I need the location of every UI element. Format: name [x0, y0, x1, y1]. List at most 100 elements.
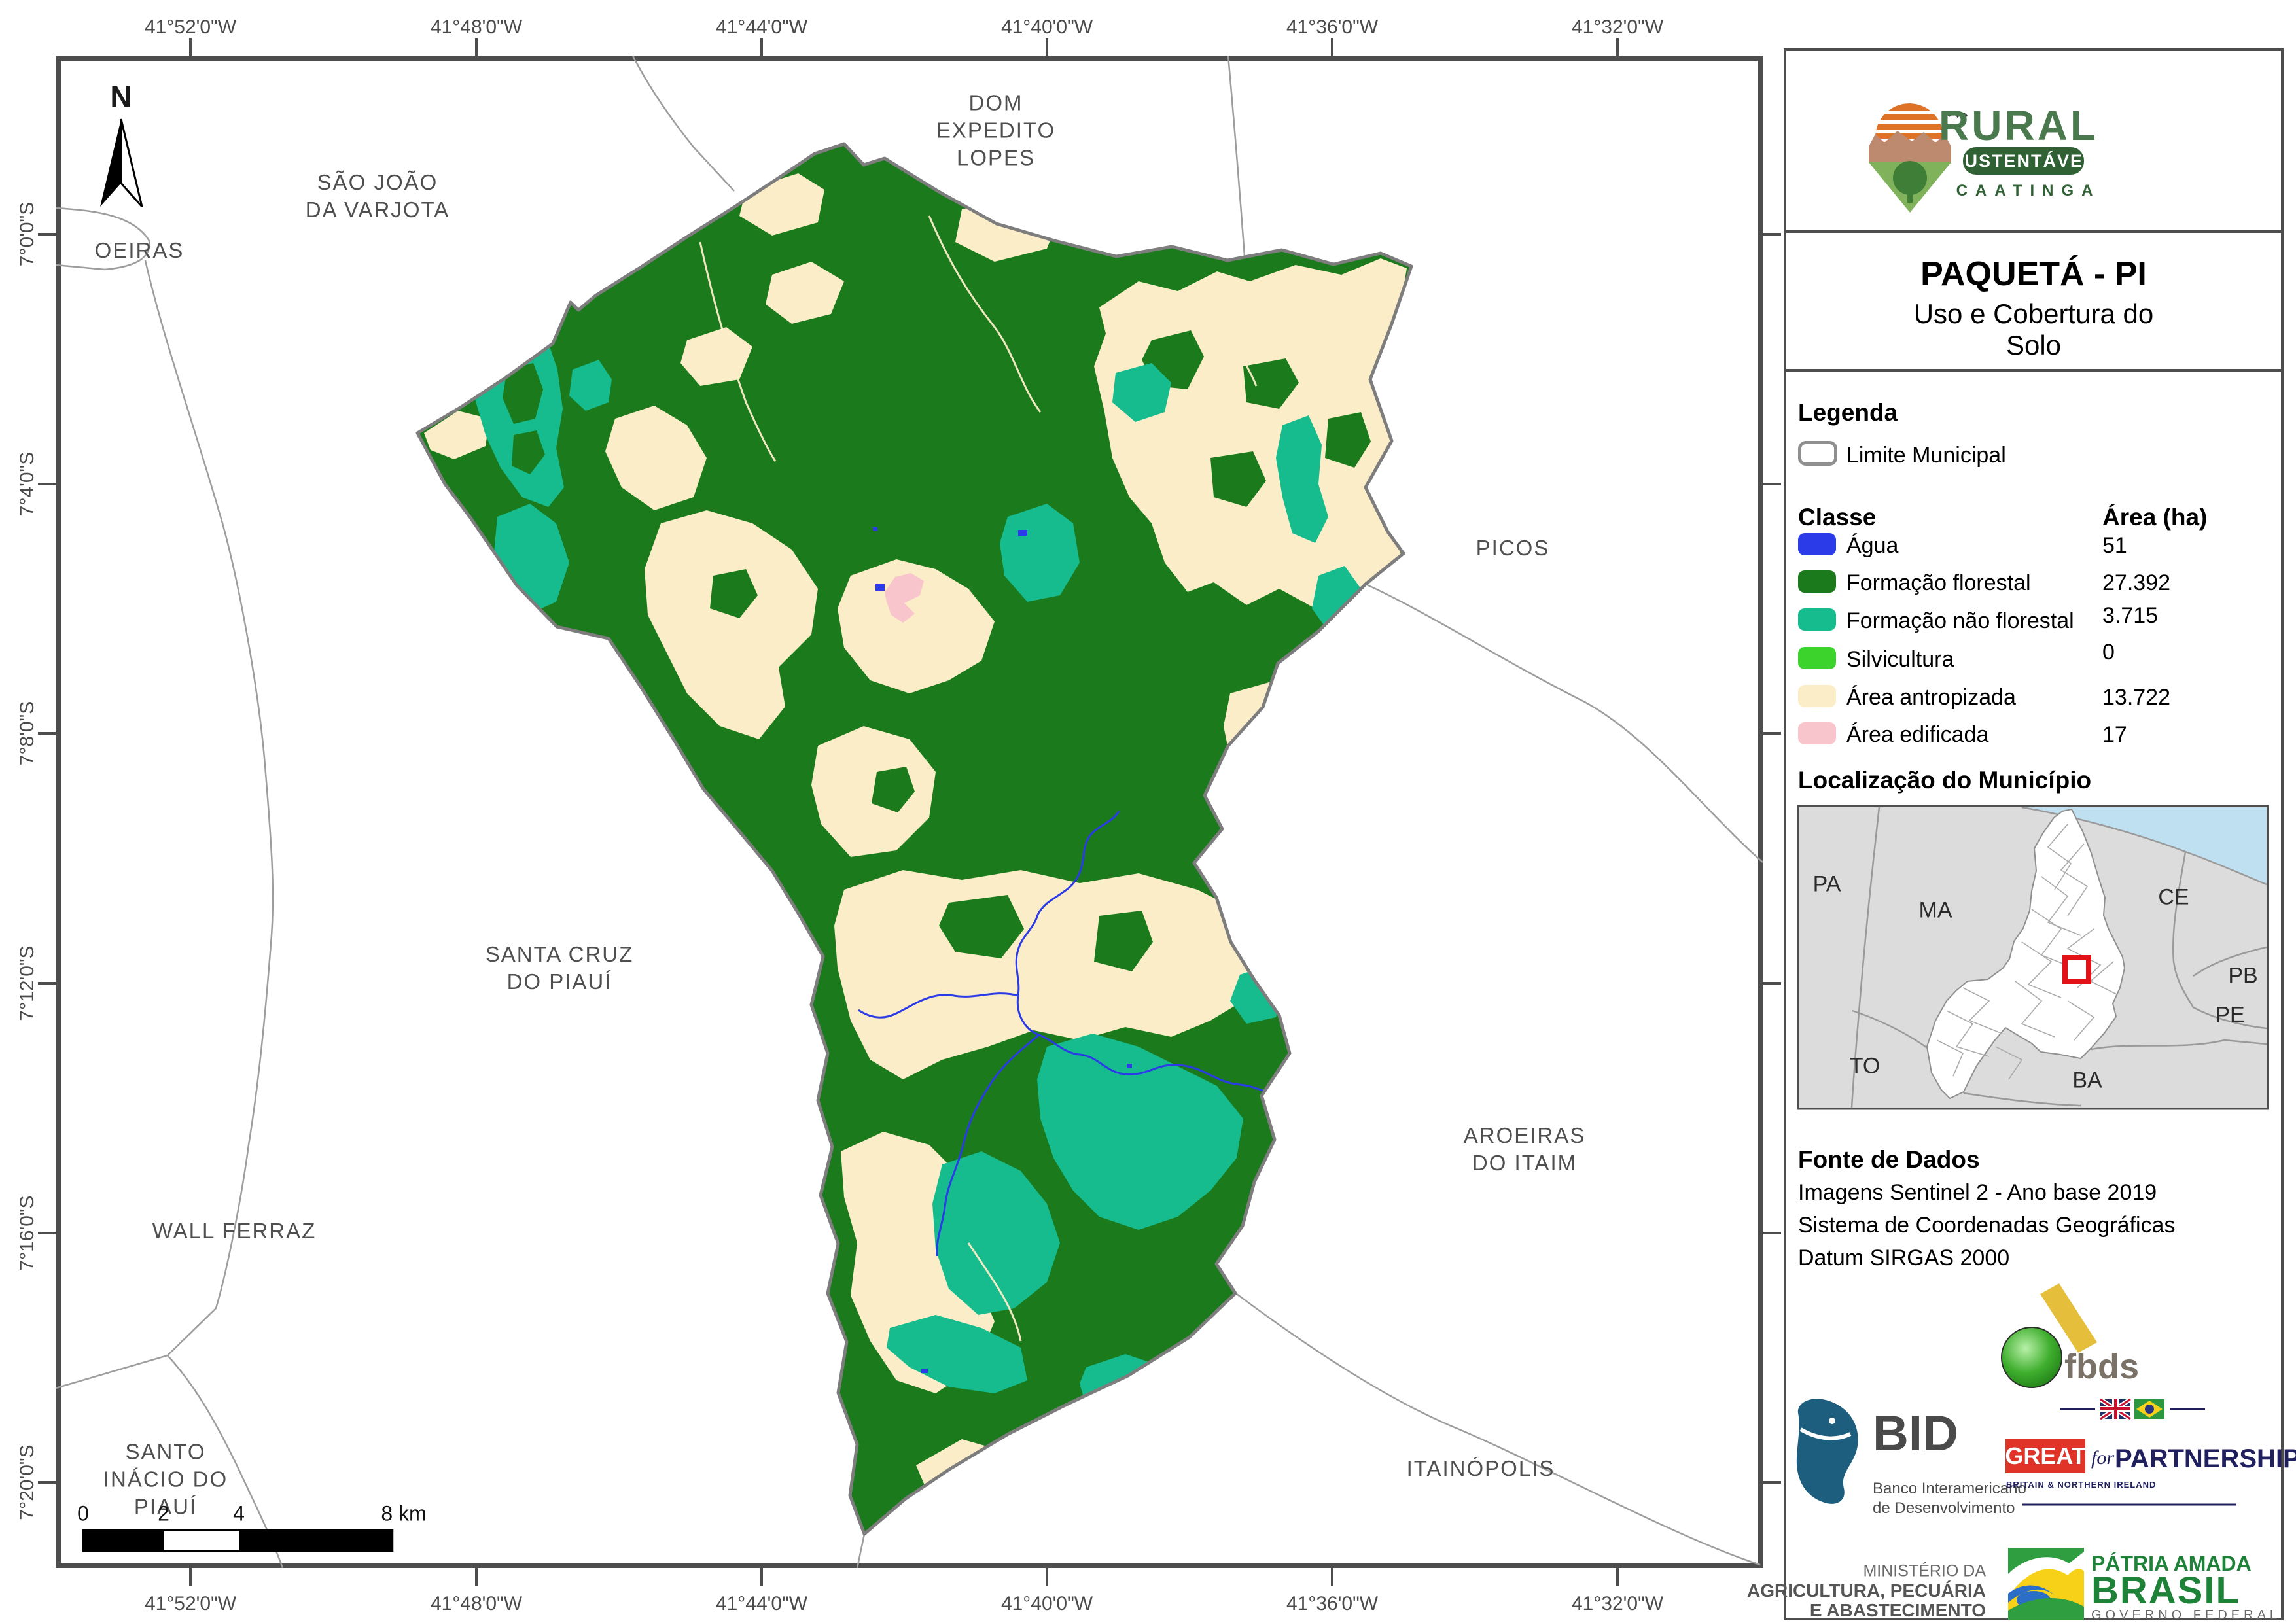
- great-for-label: for: [2091, 1447, 2115, 1469]
- label-aroeiras: AROEIRAS DO ITAIM: [1463, 1123, 1586, 1175]
- legend-swatch-limite: [1798, 441, 1837, 466]
- state-ma: MA: [1918, 898, 1952, 923]
- bid-sub-2: de Desenvolvimento: [1873, 1499, 2015, 1517]
- source-line-1: Imagens Sentinel 2 - Ano base 2019: [1798, 1180, 2157, 1205]
- bid-label: BID: [1873, 1406, 1958, 1461]
- logo-sustentavel-text: SUSTENTÁVEL: [1951, 150, 2096, 171]
- source-line-2: Sistema de Coordenadas Geográficas: [1798, 1213, 2176, 1238]
- legend-heading: Legenda: [1798, 399, 1898, 426]
- legend-area-nao-florestal: 3.715: [2102, 603, 2159, 628]
- ministry-line-1: MINISTÉRIO DA: [1863, 1562, 1986, 1580]
- municipal-boundary: [415, 142, 1413, 1536]
- coord-left-5: 7°16'0"S: [16, 1195, 38, 1271]
- legend-label-edificada: Área edificada: [1846, 722, 1989, 747]
- page-subtitle: Uso e Cobertura do Solo: [1913, 298, 2154, 360]
- coord-top-1: 41°52'0"W: [144, 16, 237, 38]
- great-label: GREAT: [2005, 1442, 2086, 1469]
- scale-8km: 8 km: [381, 1501, 427, 1526]
- scale-0: 0: [77, 1501, 89, 1526]
- legend-col-area: Área (ha): [2102, 504, 2208, 531]
- legend-label-silvicultura: Silvicultura: [1846, 647, 1954, 672]
- bid-logo-icon: [1796, 1399, 1858, 1504]
- state-pe: PE: [2215, 1002, 2245, 1028]
- ministry-line-2: AGRICULTURA, PECUÁRIA: [1746, 1580, 1986, 1601]
- north-arrow-icon: [100, 118, 143, 207]
- label-oeiras: OEIRAS: [94, 237, 185, 262]
- coord-bottom-5: 41°36'0"W: [1286, 1593, 1379, 1614]
- legend-area-edificada: 17: [2102, 722, 2127, 747]
- municipality-landuse: [417, 144, 1411, 1534]
- coord-left-3: 7°8'0"S: [16, 701, 38, 766]
- legend-label-antropizada: Área antropizada: [1846, 685, 2016, 710]
- label-picos: PICOS: [1475, 535, 1550, 560]
- legend-swatch-antropizada: [1798, 685, 1836, 707]
- brazil-flag-icon: [2134, 1399, 2164, 1419]
- fbds-logo-icon: [2001, 1283, 2097, 1388]
- uk-flag-icon: [2099, 1397, 2132, 1421]
- label-wall-ferraz: WALL FERRAZ: [152, 1218, 317, 1243]
- sidebar-divider-1: [1784, 230, 2284, 233]
- north-label: N: [110, 80, 132, 114]
- legend-col-classe: Classe: [1798, 504, 1877, 531]
- coord-left-1: 7°0'0"S: [16, 201, 38, 267]
- rural-caatinga-logo-icon: [1869, 103, 1968, 213]
- legend-limite-label: Limite Municipal: [1846, 443, 2006, 468]
- state-to: TO: [1849, 1053, 1881, 1079]
- coord-top-4: 41°40'0"W: [1000, 16, 1093, 38]
- label-dom-expedito: DOM EXPEDITO LOPES: [936, 90, 1056, 171]
- legend-label-florestal: Formação florestal: [1846, 570, 2031, 595]
- legend-swatch-florestal: [1798, 570, 1836, 593]
- state-ce: CE: [2158, 884, 2189, 910]
- legend-swatch-nao-florestal: [1798, 608, 1836, 631]
- coord-bottom-1: 41°52'0"W: [144, 1593, 237, 1614]
- scale-2: 2: [158, 1501, 169, 1526]
- legend-swatch-edificada: [1798, 722, 1836, 744]
- coord-bottom-4: 41°40'0"W: [1000, 1593, 1093, 1614]
- label-itainopolis: ITAINÓPOLIS: [1406, 1456, 1555, 1480]
- coord-top-3: 41°44'0"W: [715, 16, 808, 38]
- logo-sustentavel: SUSTENTÁVEL: [1951, 147, 2094, 175]
- fbds-label: fbds: [2064, 1347, 2139, 1386]
- brasil-gov-logo-icon: [2008, 1548, 2084, 1620]
- legend-swatch-agua: [1798, 533, 1836, 555]
- label-santo-inacio: SANTO INÁCIO DO PIAUÍ: [103, 1439, 228, 1520]
- ministry-line-3: E ABASTECIMENTO: [1809, 1600, 1986, 1620]
- legend-area-florestal: 27.392: [2102, 570, 2170, 595]
- state-pb: PB: [2228, 963, 2258, 988]
- sidebar-divider-2: [1784, 369, 2284, 372]
- coord-left-2: 7°4'0"S: [16, 451, 38, 517]
- legend-area-agua: 51: [2102, 533, 2127, 558]
- source-heading: Fonte de Dados: [1798, 1146, 1980, 1173]
- coord-top-5: 41°36'0"W: [1286, 16, 1379, 38]
- scale-bar: [82, 1529, 394, 1552]
- page-title: PAQUETÁ - PI: [1920, 255, 2147, 293]
- legend-area-silvicultura: 0: [2102, 640, 2115, 665]
- coord-left-4: 7°12'0"S: [16, 945, 38, 1021]
- legend-swatch-silvicultura: [1798, 647, 1836, 669]
- legend-label-agua: Água: [1846, 533, 1899, 558]
- coord-top-6: 41°32'0"W: [1571, 16, 1664, 38]
- partnership-label: PARTNERSHIP: [2115, 1444, 2296, 1473]
- patria-amada-label: PÁTRIA AMADA: [2091, 1552, 2252, 1575]
- governo-federal-label: GOVERNO FEDERAL: [2091, 1608, 2282, 1622]
- coord-left-6: 7°20'0"S: [16, 1444, 38, 1520]
- legend-label-nao-florestal: Formação não florestal: [1846, 608, 2074, 633]
- logo-rural: RURAL: [1939, 102, 2098, 149]
- label-santa-cruz: SANTA CRUZ DO PIAUÍ: [485, 941, 634, 994]
- coord-bottom-2: 41°48'0"W: [430, 1593, 523, 1614]
- logo-caatinga: CAATINGA: [1956, 182, 2101, 200]
- coord-top-2: 41°48'0"W: [430, 16, 523, 38]
- britain-label: BRITAIN & NORTHERN IRELAND: [2006, 1480, 2157, 1490]
- location-heading: Localização do Município: [1798, 767, 2092, 794]
- bid-sub-1: Banco Interamericano: [1873, 1480, 2026, 1497]
- coord-bottom-6: 41°32'0"W: [1571, 1593, 1664, 1614]
- coord-bottom-3: 41°44'0"W: [715, 1593, 808, 1614]
- legend-area-antropizada: 13.722: [2102, 685, 2170, 710]
- label-sao-joao-varjota: SÃO JOÃO DA VARJOTA: [305, 169, 450, 222]
- source-line-3: Datum SIRGAS 2000: [1798, 1246, 2010, 1270]
- scale-4: 4: [233, 1501, 245, 1526]
- brasil-label: BRASIL: [2091, 1569, 2240, 1612]
- inset-map: [1797, 805, 2269, 1110]
